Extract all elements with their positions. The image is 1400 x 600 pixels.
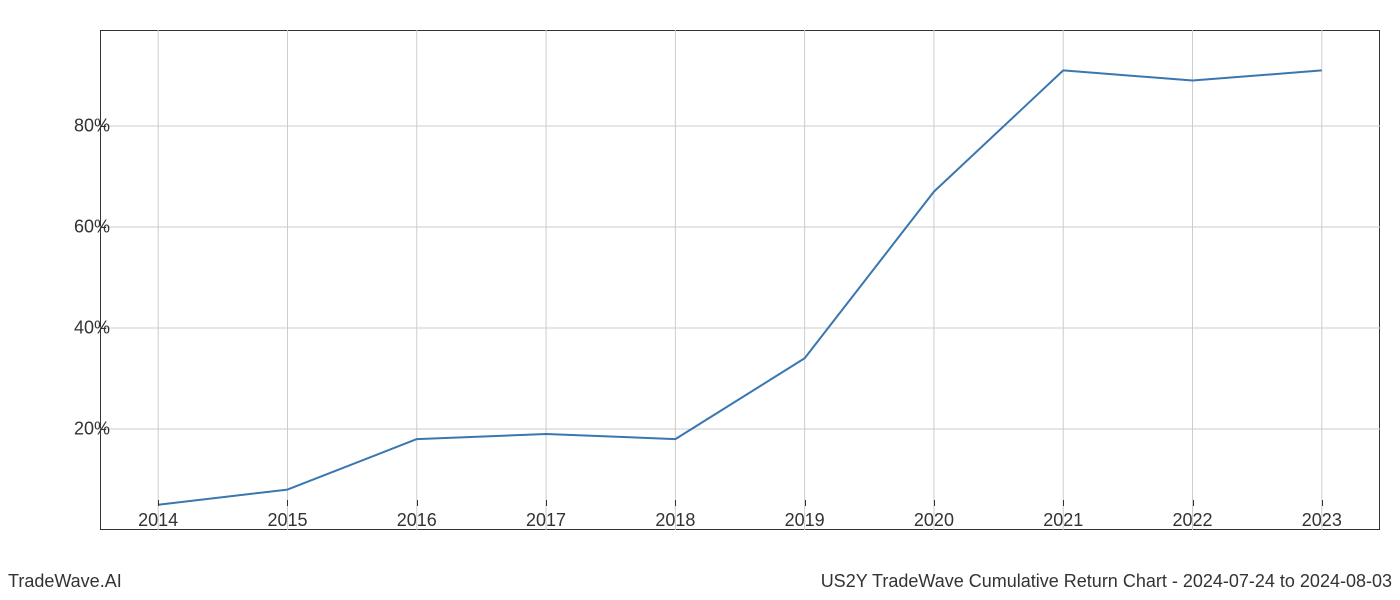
x-tick-label: 2017 xyxy=(526,510,566,531)
x-tick-mark xyxy=(1322,500,1323,506)
x-tick-label: 2019 xyxy=(785,510,825,531)
x-tick-mark xyxy=(1193,500,1194,506)
x-tick-mark xyxy=(417,500,418,506)
x-tick-mark xyxy=(158,500,159,506)
data-line xyxy=(158,70,1322,504)
y-tick-mark xyxy=(100,429,106,430)
x-tick-mark xyxy=(1063,500,1064,506)
x-tick-label: 2018 xyxy=(655,510,695,531)
grid-group xyxy=(100,30,1380,530)
x-tick-mark xyxy=(287,500,288,506)
x-tick-label: 2015 xyxy=(267,510,307,531)
x-tick-label: 2016 xyxy=(397,510,437,531)
chart-container xyxy=(100,30,1380,530)
x-tick-label: 2014 xyxy=(138,510,178,531)
x-tick-mark xyxy=(546,500,547,506)
footer-left-text: TradeWave.AI xyxy=(8,571,122,592)
y-tick-mark xyxy=(100,126,106,127)
y-tick-mark xyxy=(100,227,106,228)
footer-right-text: US2Y TradeWave Cumulative Return Chart -… xyxy=(821,571,1392,592)
x-tick-label: 2023 xyxy=(1302,510,1342,531)
y-tick-mark xyxy=(100,328,106,329)
x-tick-mark xyxy=(934,500,935,506)
x-tick-mark xyxy=(675,500,676,506)
x-tick-label: 2021 xyxy=(1043,510,1083,531)
line-chart-svg xyxy=(100,30,1380,530)
x-tick-mark xyxy=(805,500,806,506)
x-tick-label: 2020 xyxy=(914,510,954,531)
x-tick-label: 2022 xyxy=(1172,510,1212,531)
